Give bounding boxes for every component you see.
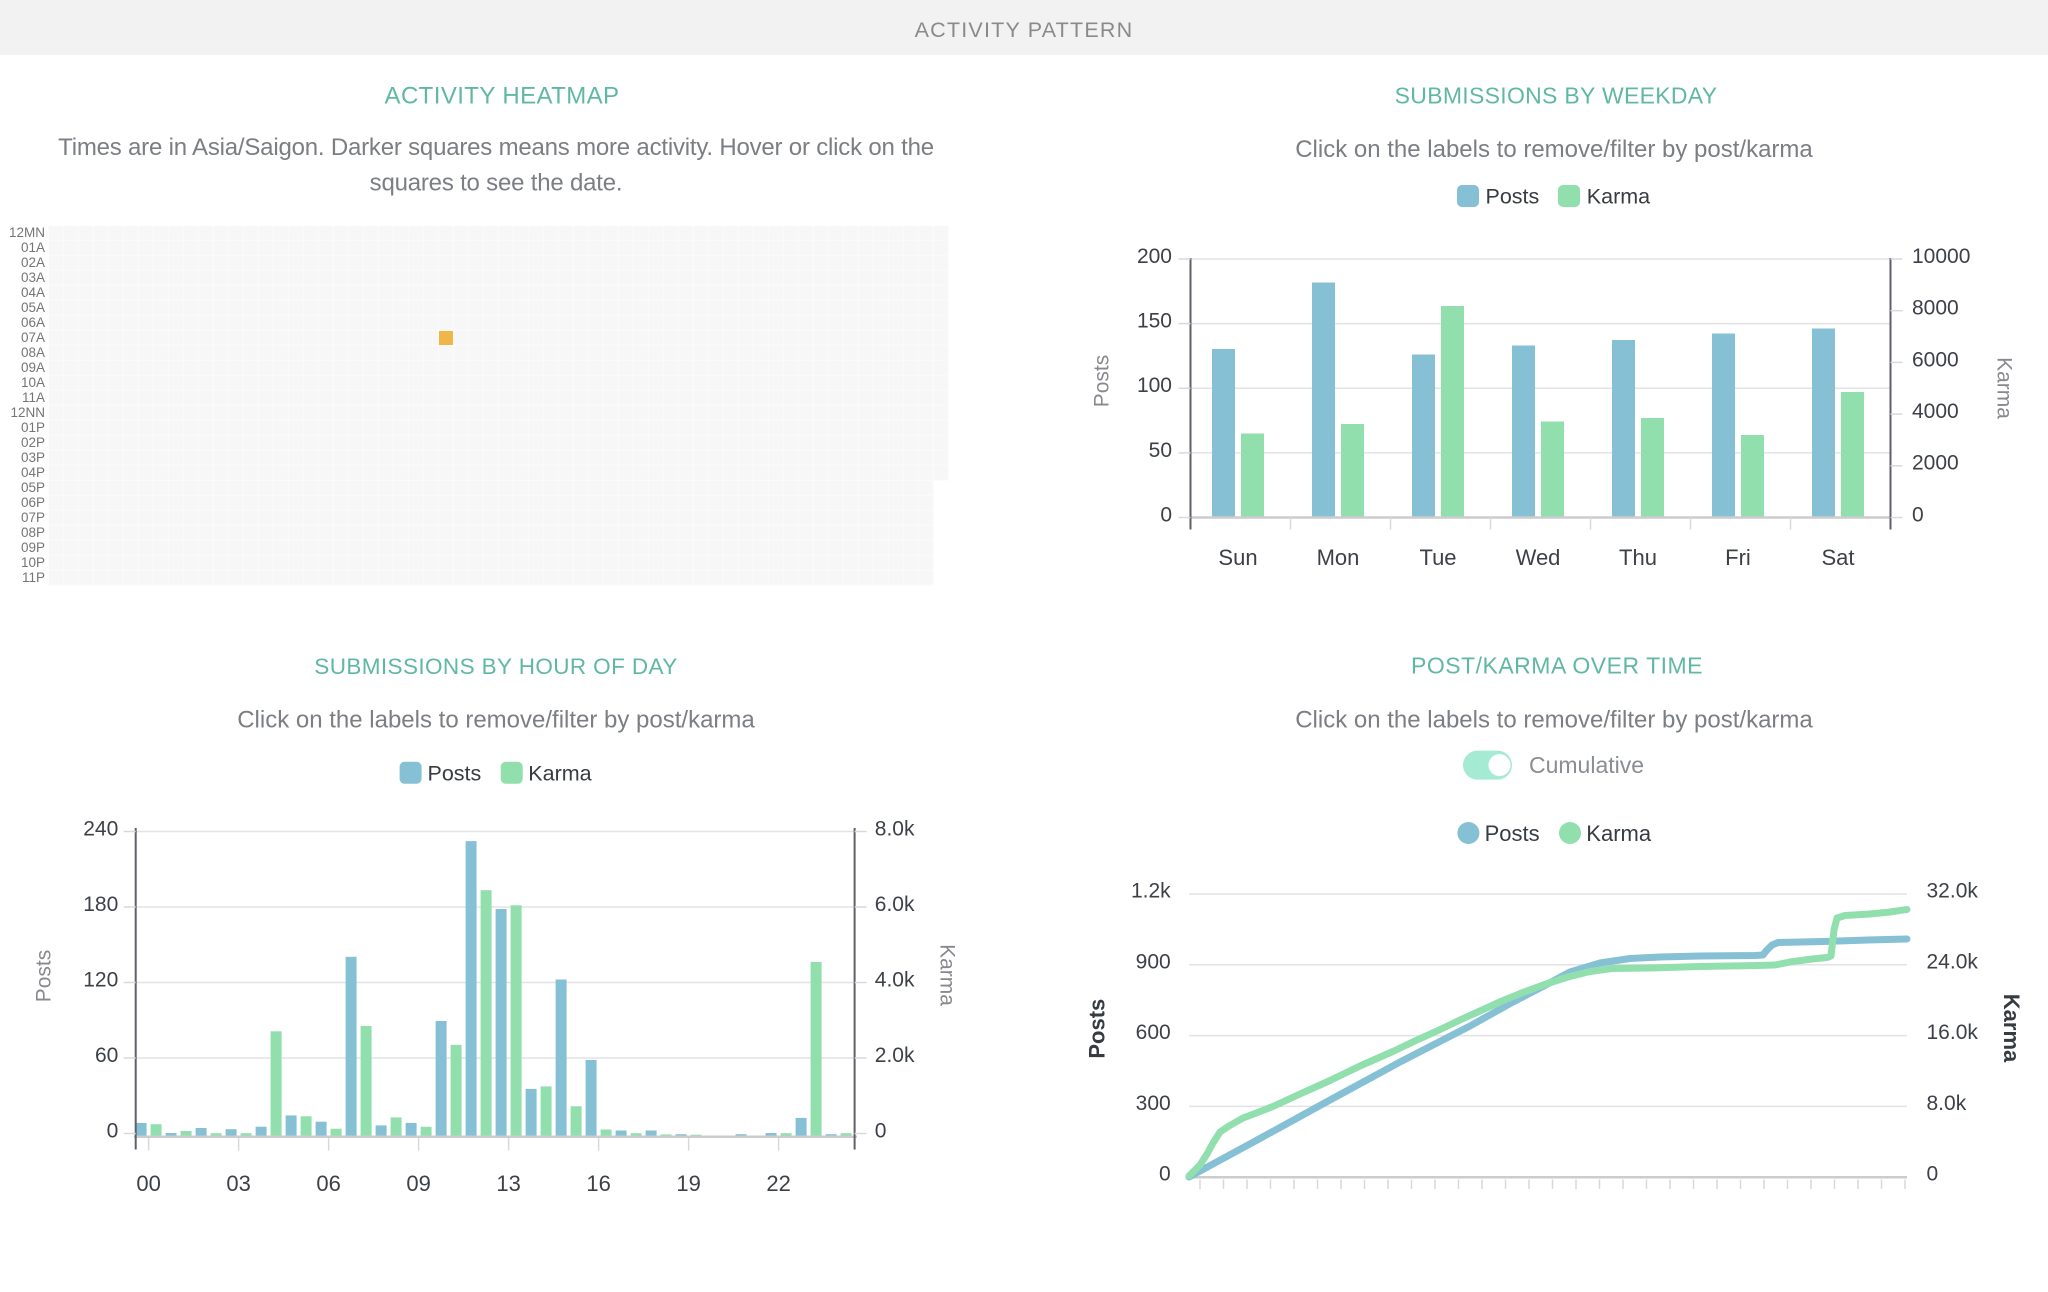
svg-text:Times are in Asia/Saigon. Dark: Times are in Asia/Saigon. Darker squares… [58, 134, 934, 161]
svg-text:4000: 4000 [1912, 400, 1959, 423]
svg-text:Thu: Thu [1619, 545, 1657, 570]
svg-text:05A: 05A [21, 300, 45, 315]
svg-text:Karma: Karma [1993, 357, 2016, 419]
svg-text:Mon: Mon [1317, 545, 1360, 570]
svg-text:4.0k: 4.0k [875, 968, 915, 991]
svg-text:Posts: Posts [428, 761, 482, 785]
svg-text:0: 0 [875, 1119, 887, 1142]
svg-text:Posts: Posts [1091, 355, 1114, 408]
svg-text:Karma: Karma [528, 761, 591, 785]
svg-text:07A: 07A [21, 330, 45, 345]
svg-text:Karma: Karma [1587, 185, 1650, 209]
svg-text:squares to see the date.: squares to see the date. [370, 170, 623, 197]
svg-text:32.0k: 32.0k [1927, 880, 1979, 903]
svg-text:03A: 03A [21, 270, 45, 285]
svg-text:0: 0 [1160, 503, 1172, 526]
svg-text:08A: 08A [21, 345, 45, 360]
svg-text:120: 120 [83, 968, 118, 991]
svg-text:2.0k: 2.0k [875, 1044, 915, 1067]
svg-text:03P: 03P [21, 450, 45, 465]
svg-text:11A: 11A [22, 390, 45, 405]
svg-text:0: 0 [1927, 1163, 1939, 1186]
svg-text:05P: 05P [21, 480, 45, 495]
svg-text:8.0k: 8.0k [1927, 1092, 1967, 1115]
svg-text:0: 0 [1159, 1163, 1171, 1186]
svg-text:SUBMISSIONS BY WEEKDAY: SUBMISSIONS BY WEEKDAY [1395, 83, 1718, 109]
svg-text:10000: 10000 [1912, 245, 1970, 268]
svg-text:SUBMISSIONS BY HOUR OF DAY: SUBMISSIONS BY HOUR OF DAY [314, 654, 677, 679]
svg-text:12MN: 12MN [9, 225, 45, 240]
svg-text:01A: 01A [21, 240, 45, 255]
svg-text:06A: 06A [21, 315, 45, 330]
svg-text:60: 60 [95, 1044, 118, 1067]
svg-text:Click on the labels to remove/: Click on the labels to remove/filter by … [237, 707, 755, 734]
svg-text:19: 19 [676, 1171, 700, 1196]
svg-text:200: 200 [1137, 245, 1172, 268]
svg-text:03: 03 [226, 1171, 250, 1196]
svg-text:ACTIVITY HEATMAP: ACTIVITY HEATMAP [385, 83, 620, 110]
svg-text:11P: 11P [22, 570, 45, 585]
svg-text:ACTIVITY PATTERN: ACTIVITY PATTERN [915, 18, 1134, 42]
svg-text:Sat: Sat [1821, 545, 1854, 570]
svg-text:1.2k: 1.2k [1131, 880, 1171, 903]
svg-text:8000: 8000 [1912, 297, 1959, 320]
svg-text:Click on the labels to remove/: Click on the labels to remove/filter by … [1295, 136, 1813, 163]
svg-text:24.0k: 24.0k [1927, 950, 1979, 973]
svg-text:Karma: Karma [1999, 994, 2024, 1063]
svg-text:POST/KARMA OVER TIME: POST/KARMA OVER TIME [1411, 653, 1703, 679]
svg-text:0: 0 [1912, 503, 1924, 526]
svg-text:150: 150 [1137, 310, 1172, 333]
svg-text:09: 09 [406, 1171, 430, 1196]
svg-text:Tue: Tue [1419, 545, 1456, 570]
svg-text:06: 06 [316, 1171, 340, 1196]
svg-text:Posts: Posts [1485, 821, 1540, 846]
svg-text:06P: 06P [21, 495, 45, 510]
svg-text:09P: 09P [21, 540, 45, 555]
svg-text:04P: 04P [21, 465, 45, 480]
svg-text:Sun: Sun [1218, 545, 1257, 570]
svg-text:Fri: Fri [1725, 545, 1751, 570]
svg-text:12NN: 12NN [10, 405, 45, 420]
svg-text:10A: 10A [21, 375, 45, 390]
svg-text:0: 0 [107, 1119, 119, 1142]
svg-text:2000: 2000 [1912, 452, 1959, 475]
svg-text:Cumulative: Cumulative [1529, 752, 1644, 778]
svg-text:300: 300 [1136, 1092, 1171, 1115]
svg-text:07P: 07P [21, 510, 45, 525]
svg-text:Karma: Karma [1586, 821, 1652, 846]
svg-text:100: 100 [1137, 374, 1172, 397]
svg-text:Click on the labels to remove/: Click on the labels to remove/filter by … [1295, 707, 1813, 734]
svg-text:16: 16 [586, 1171, 610, 1196]
svg-text:01P: 01P [21, 420, 45, 435]
svg-text:240: 240 [83, 817, 118, 840]
svg-text:22: 22 [766, 1171, 790, 1196]
svg-text:8.0k: 8.0k [875, 817, 915, 840]
svg-text:Posts: Posts [1486, 185, 1540, 209]
svg-text:6000: 6000 [1912, 348, 1959, 371]
svg-text:08P: 08P [21, 525, 45, 540]
svg-text:900: 900 [1136, 950, 1171, 973]
svg-text:Posts: Posts [32, 950, 55, 1003]
svg-text:50: 50 [1149, 439, 1172, 462]
svg-text:Wed: Wed [1516, 545, 1561, 570]
svg-text:02A: 02A [21, 255, 45, 270]
svg-text:Karma: Karma [936, 944, 959, 1006]
svg-text:13: 13 [496, 1171, 520, 1196]
svg-text:00: 00 [136, 1171, 160, 1196]
svg-text:6.0k: 6.0k [875, 893, 915, 916]
svg-text:09A: 09A [21, 360, 45, 375]
svg-text:180: 180 [83, 893, 118, 916]
svg-text:600: 600 [1136, 1021, 1171, 1044]
svg-text:04A: 04A [21, 285, 45, 300]
svg-text:16.0k: 16.0k [1927, 1021, 1979, 1044]
svg-text:02P: 02P [21, 435, 45, 450]
svg-text:Posts: Posts [1085, 999, 1110, 1059]
svg-text:10P: 10P [21, 555, 45, 570]
